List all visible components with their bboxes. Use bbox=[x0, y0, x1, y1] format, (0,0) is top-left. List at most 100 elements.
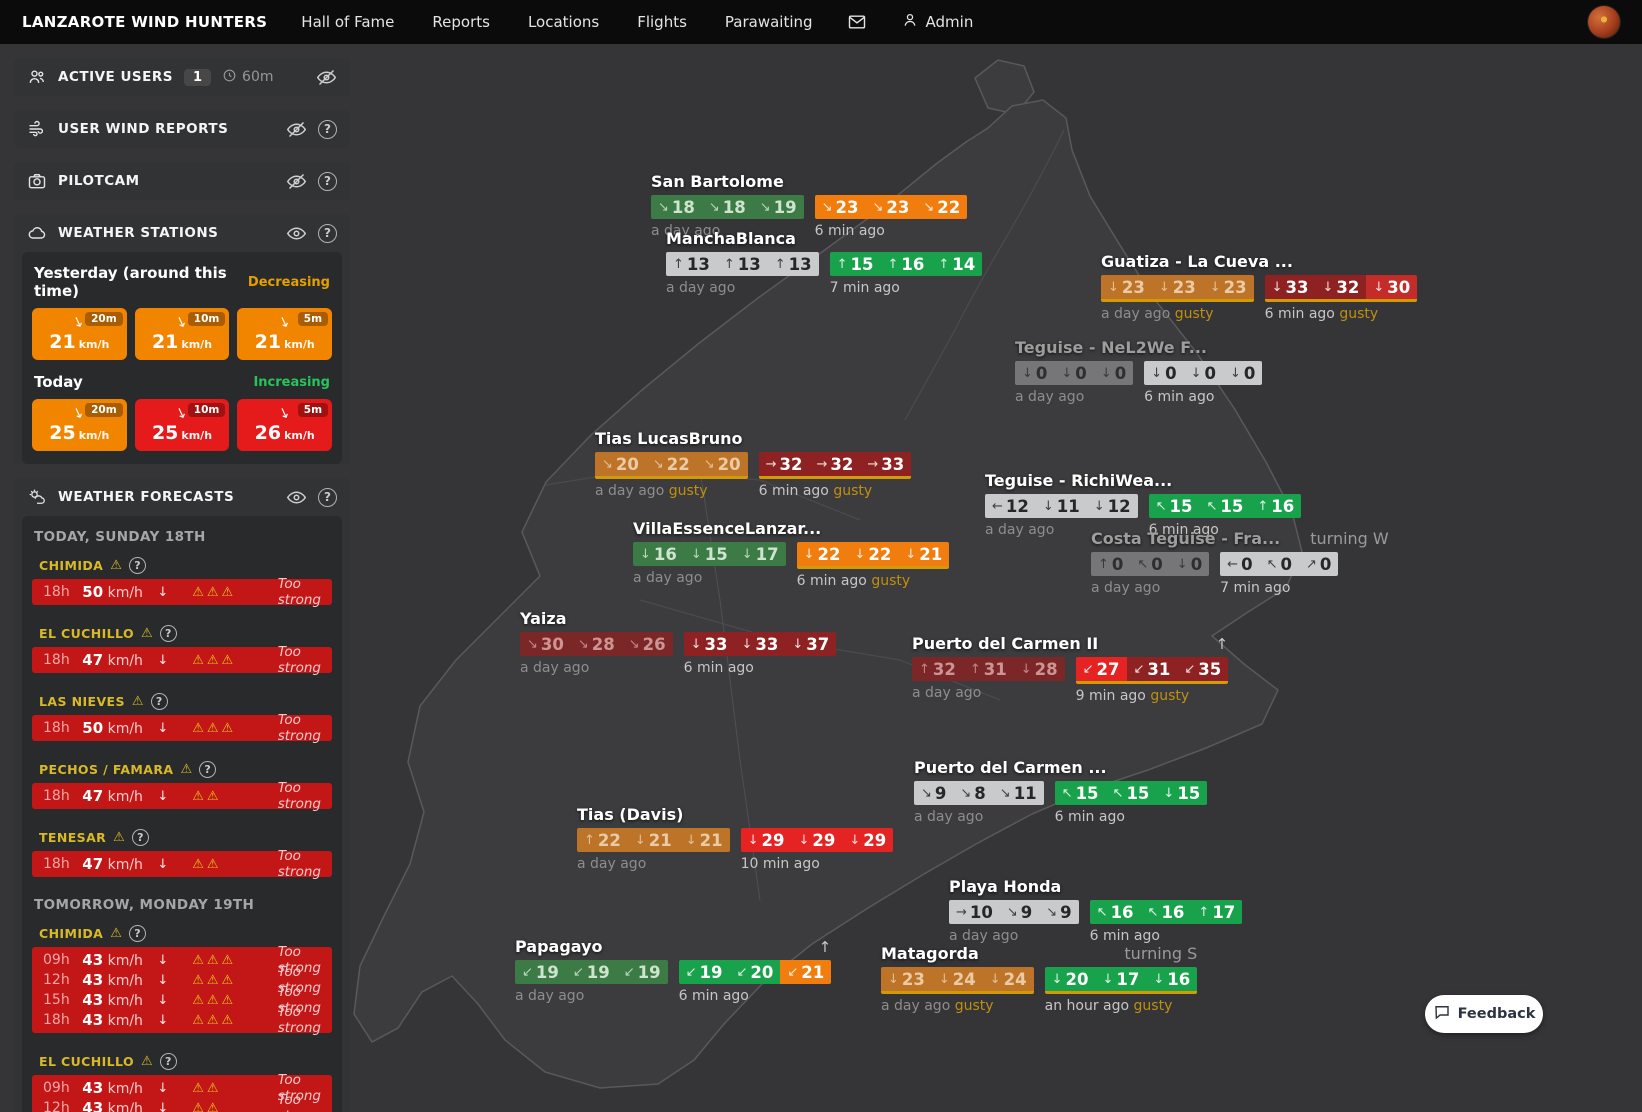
wind-reading-cell: ↙ 27 bbox=[1075, 657, 1127, 681]
map-station-yaiza[interactable]: Yaiza ↘ 30 ↘ 28 ↘ 26 a day ago ↓ 33 ↓ 33 ↓ 37 6 min ag… bbox=[520, 609, 837, 676]
wind-reading-box[interactable]: ↑ 32 ↑ 31 ↓ 28 bbox=[912, 657, 1065, 681]
panel-user-wind-reports-header[interactable]: USER WIND REPORTS ? bbox=[14, 110, 350, 148]
wind-reading-cell: ↘ 20 bbox=[595, 452, 646, 476]
reading-column: ↓ 29 ↓ 29 ↓ 29 10 min ago bbox=[740, 828, 894, 872]
wind-direction-arrow: ↓ bbox=[1051, 971, 1063, 987]
wind-reading-box[interactable]: ↓ 0 ↓ 0 ↓ 0 bbox=[1144, 361, 1263, 385]
reading-column: ← 12 ↓ 11 ↓ 12 a day ago bbox=[985, 494, 1138, 538]
wind-reading-box[interactable]: ↘ 20 ↘ 22 ↘ 20 bbox=[595, 452, 748, 479]
wind-reading-box[interactable]: ↙ 19 ↙ 19 ↙ 19 bbox=[515, 960, 668, 984]
wind-reading-box[interactable]: ↓ 29 ↓ 29 ↓ 29 bbox=[740, 828, 894, 852]
wind-reading-box[interactable]: ↘ 18 ↘ 18 ↘ 19 bbox=[651, 195, 804, 219]
station-title-row: VillaEssenceLanzar... bbox=[633, 519, 949, 538]
map-station-puerto-del-carmen-ii[interactable]: Puerto del Carmen II ↑ ↑ 32 ↑ 31 ↓ 28 a day ago ↙… bbox=[912, 634, 1229, 704]
wind-reading-box[interactable]: ↘ 30 ↘ 28 ↘ 26 bbox=[520, 632, 673, 656]
wind-speed-value: 0 bbox=[1111, 554, 1124, 574]
reading-column: ↑ 15 ↑ 16 ↑ 14 7 min ago bbox=[829, 252, 983, 296]
nav-item-flights[interactable]: Flights bbox=[637, 13, 687, 31]
nav-item-hall-of-fame[interactable]: Hall of Fame bbox=[301, 13, 395, 31]
gusty-label: gusty bbox=[1145, 688, 1190, 704]
wind-reading-box[interactable]: ↓ 33 ↓ 32 ↓ 30 bbox=[1264, 275, 1418, 302]
admin-menu[interactable]: Admin bbox=[901, 11, 973, 33]
wind-reading-box[interactable]: ↘ 23 ↘ 23 ↘ 22 bbox=[814, 195, 968, 219]
wind-reading-box[interactable]: ← 12 ↓ 11 ↓ 12 bbox=[985, 494, 1138, 518]
nav-item-locations[interactable]: Locations bbox=[527, 13, 600, 31]
nav-item-parawaiting[interactable]: Parawaiting bbox=[724, 13, 813, 31]
reading-column: ↓ 33 ↓ 33 ↓ 37 6 min ago bbox=[683, 632, 837, 676]
wind-reading-box[interactable]: ← 0 ↖ 0 ↗ 0 bbox=[1220, 552, 1339, 576]
question-icon[interactable]: ? bbox=[150, 693, 168, 710]
trend-arrow: ↑ bbox=[1215, 635, 1229, 653]
map-station-tias-lucasbruno[interactable]: Tias LucasBruno ↘ 20 ↘ 22 ↘ 20 a day ago gusty →… bbox=[595, 429, 912, 499]
reading-timestamp: 6 min ago bbox=[1089, 928, 1160, 944]
map-station-papagayo[interactable]: Papagayo ↑ ↙ 19 ↙ 19 ↙ 19 a day ago ↙ 19 ↙ 20 ↙ 21 6 mi… bbox=[515, 937, 832, 1004]
wind-reading-box[interactable]: ↓ 33 ↓ 33 ↓ 37 bbox=[683, 632, 837, 656]
wind-reading-box[interactable]: ↓ 0 ↓ 0 ↓ 0 bbox=[1015, 361, 1134, 385]
eye-icon[interactable] bbox=[286, 223, 307, 244]
wind-reading-box[interactable]: → 10 ↘ 9 ↘ 9 bbox=[949, 900, 1079, 924]
wind-direction-arrow: ↗ bbox=[1305, 556, 1317, 572]
station-readings-row: → 10 ↘ 9 ↘ 9 a day ago ↖ 16 ↖ 16 ↑ 17 6 min ago bbox=[949, 900, 1243, 944]
question-icon[interactable]: ? bbox=[128, 557, 146, 574]
wind-reading-box[interactable]: ↑ 13 ↑ 13 ↑ 13 bbox=[666, 252, 819, 276]
feedback-button[interactable]: Feedback bbox=[1425, 995, 1543, 1033]
wind-speed-value: 15 bbox=[704, 544, 728, 564]
map-station-puerto-del-carmen[interactable]: Puerto del Carmen ... ↘ 9 ↘ 8 ↘ 11 a day ago ↖ 15… bbox=[914, 758, 1208, 825]
wind-speed-value: 23 bbox=[886, 197, 910, 217]
wind-reading-box[interactable]: ↑ 15 ↑ 16 ↑ 14 bbox=[829, 252, 983, 276]
eye-off-icon[interactable] bbox=[286, 171, 307, 192]
wind-reading-box[interactable]: ↓ 23 ↓ 23 ↓ 23 bbox=[1101, 275, 1254, 302]
wind-reading-box[interactable]: ↓ 20 ↓ 17 ↓ 16 bbox=[1044, 967, 1198, 994]
map-station-guatiza-la-cueva[interactable]: Guatiza - La Cueva ... ↓ 23 ↓ 23 ↓ 23 a day ago… bbox=[1101, 252, 1418, 322]
wind-speed-value: 20 bbox=[750, 962, 774, 982]
panel-active-users-header[interactable]: ACTIVE USERS 1 60m bbox=[14, 58, 350, 96]
wind-direction-arrow: ↓ bbox=[1176, 556, 1188, 572]
avatar[interactable] bbox=[1588, 6, 1620, 38]
wind-reading-box[interactable]: ↓ 23 ↓ 24 ↓ 24 bbox=[881, 967, 1034, 994]
question-icon[interactable]: ? bbox=[318, 171, 337, 191]
reading-timestamp: an hour ago gusty bbox=[1044, 998, 1173, 1014]
wind-reading-box[interactable]: ↓ 16 ↓ 15 ↓ 17 bbox=[633, 542, 786, 566]
question-icon[interactable]: ? bbox=[199, 761, 217, 778]
wind-reading-box[interactable]: ↑ 0 ↖ 0 ↓ 0 bbox=[1091, 552, 1210, 576]
wind-reading-box[interactable]: ↙ 27 ↙ 31 ↙ 35 bbox=[1075, 657, 1229, 684]
panel-weather-stations-header[interactable]: WEATHER STATIONS ? bbox=[14, 214, 350, 252]
question-icon[interactable]: ? bbox=[159, 1053, 177, 1070]
wind-reading-box[interactable]: ↖ 15 ↖ 15 ↓ 15 bbox=[1054, 781, 1208, 805]
question-icon[interactable]: ? bbox=[318, 223, 337, 243]
wind-reading-box[interactable]: ↓ 22 ↓ 22 ↓ 21 bbox=[796, 542, 950, 569]
panel-pilotcam-header[interactable]: PILOTCAM ? bbox=[14, 162, 350, 200]
map-station-teguise-nel2we-f[interactable]: Teguise - NeL2We F... ↓ 0 ↓ 0 ↓ 0 a day ago ↓ 0 ↓ 0… bbox=[1015, 338, 1263, 405]
wind-reading-box[interactable]: ↖ 16 ↖ 16 ↑ 17 bbox=[1089, 900, 1243, 924]
panel-weather-forecasts-header[interactable]: WEATHER FORECASTS ? bbox=[14, 478, 350, 516]
reading-column: ↑ 32 ↑ 31 ↓ 28 a day ago bbox=[912, 657, 1065, 701]
mail-icon[interactable] bbox=[847, 12, 867, 32]
question-icon[interactable]: ? bbox=[318, 119, 337, 139]
wind-reading-box[interactable]: ↑ 22 ↓ 21 ↓ 21 bbox=[577, 828, 730, 852]
wind-reading-box[interactable]: → 32 → 32 → 33 bbox=[758, 452, 912, 479]
map-station-playa-honda[interactable]: Playa Honda → 10 ↘ 9 ↘ 9 a day ago ↖ 16 ↖ 16 ↑ 17 6 mi… bbox=[949, 877, 1243, 944]
wind-direction-arrow: ↙ bbox=[685, 964, 697, 980]
map-station-villaessencelanzar[interactable]: VillaEssenceLanzar... ↓ 16 ↓ 15 ↓ 17 a day ago ↓… bbox=[633, 519, 950, 589]
question-icon[interactable]: ? bbox=[128, 925, 146, 942]
map-station-san-bartolome[interactable]: San Bartolome ↘ 18 ↘ 18 ↘ 19 a day ago ↘ 23 ↘ 23 ↘ 22… bbox=[651, 172, 968, 239]
question-icon[interactable]: ? bbox=[159, 625, 177, 642]
map-station-tias-davis[interactable]: Tias (Davis) ↑ 22 ↓ 21 ↓ 21 a day ago ↓ 29 ↓ 29 ↓ 29 1… bbox=[577, 805, 894, 872]
map-station-matagorda[interactable]: Matagorda turning S ↓ 23 ↓ 24 ↓ 24 a day ago gus… bbox=[881, 944, 1198, 1014]
app-brand[interactable]: LANZAROTE WIND HUNTERS bbox=[22, 13, 268, 31]
eye-icon[interactable] bbox=[286, 487, 307, 508]
eye-off-icon[interactable] bbox=[316, 67, 337, 88]
station-readings-row: ↑ 13 ↑ 13 ↑ 13 a day ago ↑ 15 ↑ 16 ↑ 14 7 min ago bbox=[666, 252, 983, 296]
wind-reading-box[interactable]: ↙ 19 ↙ 20 ↙ 21 bbox=[678, 960, 832, 984]
reading-timestamp: 7 min ago bbox=[829, 280, 900, 296]
question-icon[interactable]: ? bbox=[131, 829, 149, 846]
wind-reading-box[interactable]: ↖ 15 ↖ 15 ↑ 16 bbox=[1148, 494, 1302, 518]
nav-item-reports[interactable]: Reports bbox=[432, 13, 490, 31]
eye-off-icon[interactable] bbox=[286, 119, 307, 140]
map-station-manchablanca[interactable]: ManchaBlanca ↑ 13 ↑ 13 ↑ 13 a day ago ↑ 15 ↑ 16 ↑ 14 7… bbox=[666, 229, 983, 296]
map-station-costa-teguise-fra[interactable]: Costa Teguise - Fra... turning W ↑ 0 ↖ 0 ↓ 0 a d… bbox=[1091, 529, 1389, 596]
map-station-teguise-richiwea[interactable]: Teguise - RichiWea... ← 12 ↓ 11 ↓ 12 a day ago ↖… bbox=[985, 471, 1302, 538]
wind-reading-box[interactable]: ↘ 9 ↘ 8 ↘ 11 bbox=[914, 781, 1044, 805]
reading-timestamp: a day ago bbox=[1015, 389, 1085, 405]
question-icon[interactable]: ? bbox=[318, 487, 337, 507]
